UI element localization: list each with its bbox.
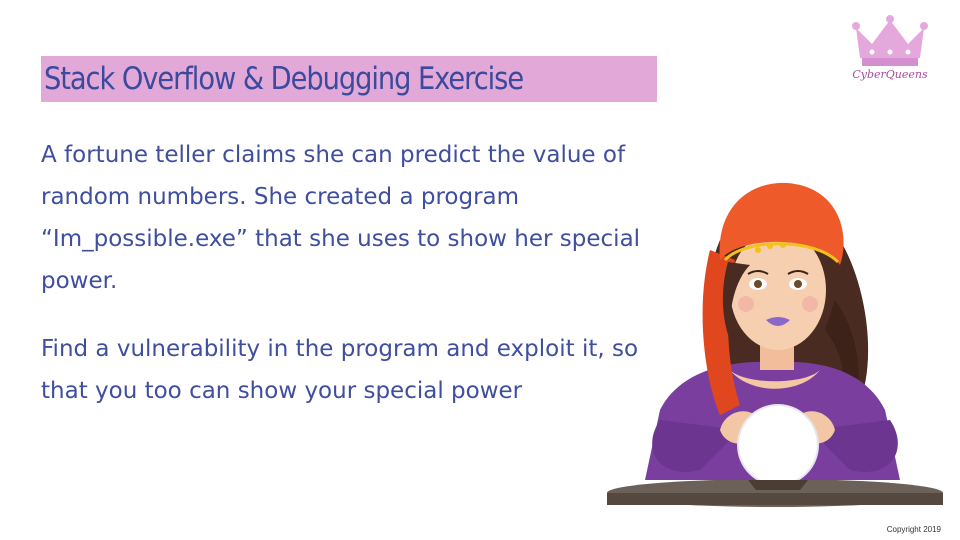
table-edge xyxy=(607,493,943,505)
lips xyxy=(766,317,790,326)
crystal-ball-stand xyxy=(748,480,808,490)
right-cheek xyxy=(802,296,818,312)
text-line: Find a vulnerability in the program and … xyxy=(41,336,639,362)
right-brow xyxy=(787,270,809,275)
crystal-ball xyxy=(737,404,819,486)
headscarf xyxy=(719,182,844,265)
paragraph-task: Find a vulnerability in the program and … xyxy=(41,328,681,412)
logo-text: CyberQueens xyxy=(852,68,928,81)
text-line: that you too can show your special power xyxy=(41,378,523,404)
fortune-teller-illustration xyxy=(607,182,943,507)
right-pupil xyxy=(794,280,802,288)
left-brow xyxy=(747,270,769,275)
scarf-coin xyxy=(767,243,773,249)
paragraph-description: A fortune teller claims she can predict … xyxy=(41,134,691,302)
face xyxy=(730,230,826,350)
slide-title: Stack Overflow & Debugging Exercise xyxy=(44,61,524,97)
left-pupil xyxy=(754,280,762,288)
copyright-text: Copyright 2019 xyxy=(886,525,941,534)
text-line: “Im_possible.exe” that she uses to show … xyxy=(41,226,641,252)
title-highlight: Stack Overflow & Debugging Exercise xyxy=(41,56,657,102)
left-arm xyxy=(652,420,740,472)
text-line: random numbers. She created a program xyxy=(41,184,520,210)
cyberqueens-logo: CyberQueens xyxy=(842,14,938,90)
left-cheek xyxy=(738,296,754,312)
scarf-coin xyxy=(780,242,786,248)
text-line: power. xyxy=(41,268,118,294)
neckline xyxy=(730,370,820,389)
scarf-tail xyxy=(702,250,740,415)
scarf-coin xyxy=(755,247,761,253)
crown-icon xyxy=(852,15,928,66)
hair-front xyxy=(722,262,750,340)
text-line: A fortune teller claims she can predict … xyxy=(41,142,626,168)
